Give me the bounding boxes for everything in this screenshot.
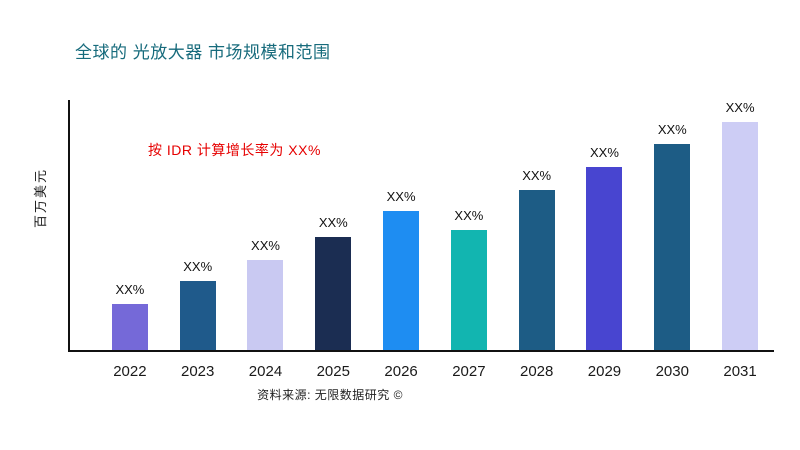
- x-tick-label: 2025: [316, 363, 350, 380]
- bar-group: XX% 2023: [164, 100, 232, 380]
- bars-container: XX% 2022 XX% 2023 XX% 2024 XX% 2025 XX% 2026 XX% 20…: [70, 100, 774, 380]
- x-tick-label: 2022: [113, 363, 147, 380]
- bar-value-label: XX%: [522, 168, 552, 183]
- plot-area: XX% 2022 XX% 2023 XX% 2024 XX% 2025 XX% 2026 XX% 20…: [68, 100, 774, 380]
- bar-group: XX% 2028: [503, 100, 571, 380]
- bar-value-label: XX%: [454, 208, 484, 223]
- bar-group: XX% 2029: [571, 100, 639, 380]
- bar-value-label: XX%: [115, 282, 145, 297]
- bar-value-label: XX%: [251, 238, 280, 253]
- source-text: 资料来源: 无限数据研究 ©: [257, 388, 403, 402]
- bar-2027: [450, 230, 487, 350]
- bar-group: XX% 2026: [367, 100, 435, 380]
- x-tick-label: 2026: [384, 363, 418, 380]
- bar-value-label: XX%: [386, 189, 416, 204]
- bar-value-label: XX%: [590, 145, 619, 160]
- bar-group: XX% 2027: [435, 100, 503, 380]
- bar-group: XX% 2031: [706, 100, 774, 380]
- bar-group: XX% 2030: [638, 100, 706, 380]
- x-tick-label: 2031: [723, 363, 757, 380]
- bar-2024: [247, 260, 284, 350]
- bar-value-label: XX%: [725, 100, 755, 115]
- bar-value-label: XX%: [657, 122, 687, 137]
- bar-value-label: XX%: [318, 215, 348, 230]
- x-tick-label: 2029: [587, 363, 622, 380]
- x-tick-label: 2027: [452, 363, 486, 380]
- bar-2030: [654, 144, 691, 350]
- bar-2022: [111, 304, 148, 350]
- bar-value-label: XX%: [183, 259, 213, 274]
- chart-title: 全球的 光放大器 市场规模和范围: [75, 43, 331, 62]
- bar-2031: [722, 122, 759, 350]
- x-tick-label: 2028: [519, 363, 554, 380]
- growth-annotation: 按 IDR 计算增长率为 XX%: [148, 142, 321, 158]
- y-axis-label: 百万美元: [33, 167, 48, 228]
- bar-group: XX% 2022: [96, 100, 164, 380]
- bar-group: XX% 2024: [232, 100, 300, 380]
- x-tick-label: 2024: [248, 363, 283, 380]
- x-tick-label: 2030: [655, 363, 689, 380]
- bar-2028: [518, 190, 555, 350]
- bar-2023: [179, 281, 216, 350]
- bar-2029: [586, 167, 623, 350]
- bar-2026: [383, 211, 420, 350]
- bar-2025: [315, 237, 352, 350]
- bar-group: XX% 2025: [299, 100, 367, 380]
- x-tick-label: 2023: [181, 363, 215, 380]
